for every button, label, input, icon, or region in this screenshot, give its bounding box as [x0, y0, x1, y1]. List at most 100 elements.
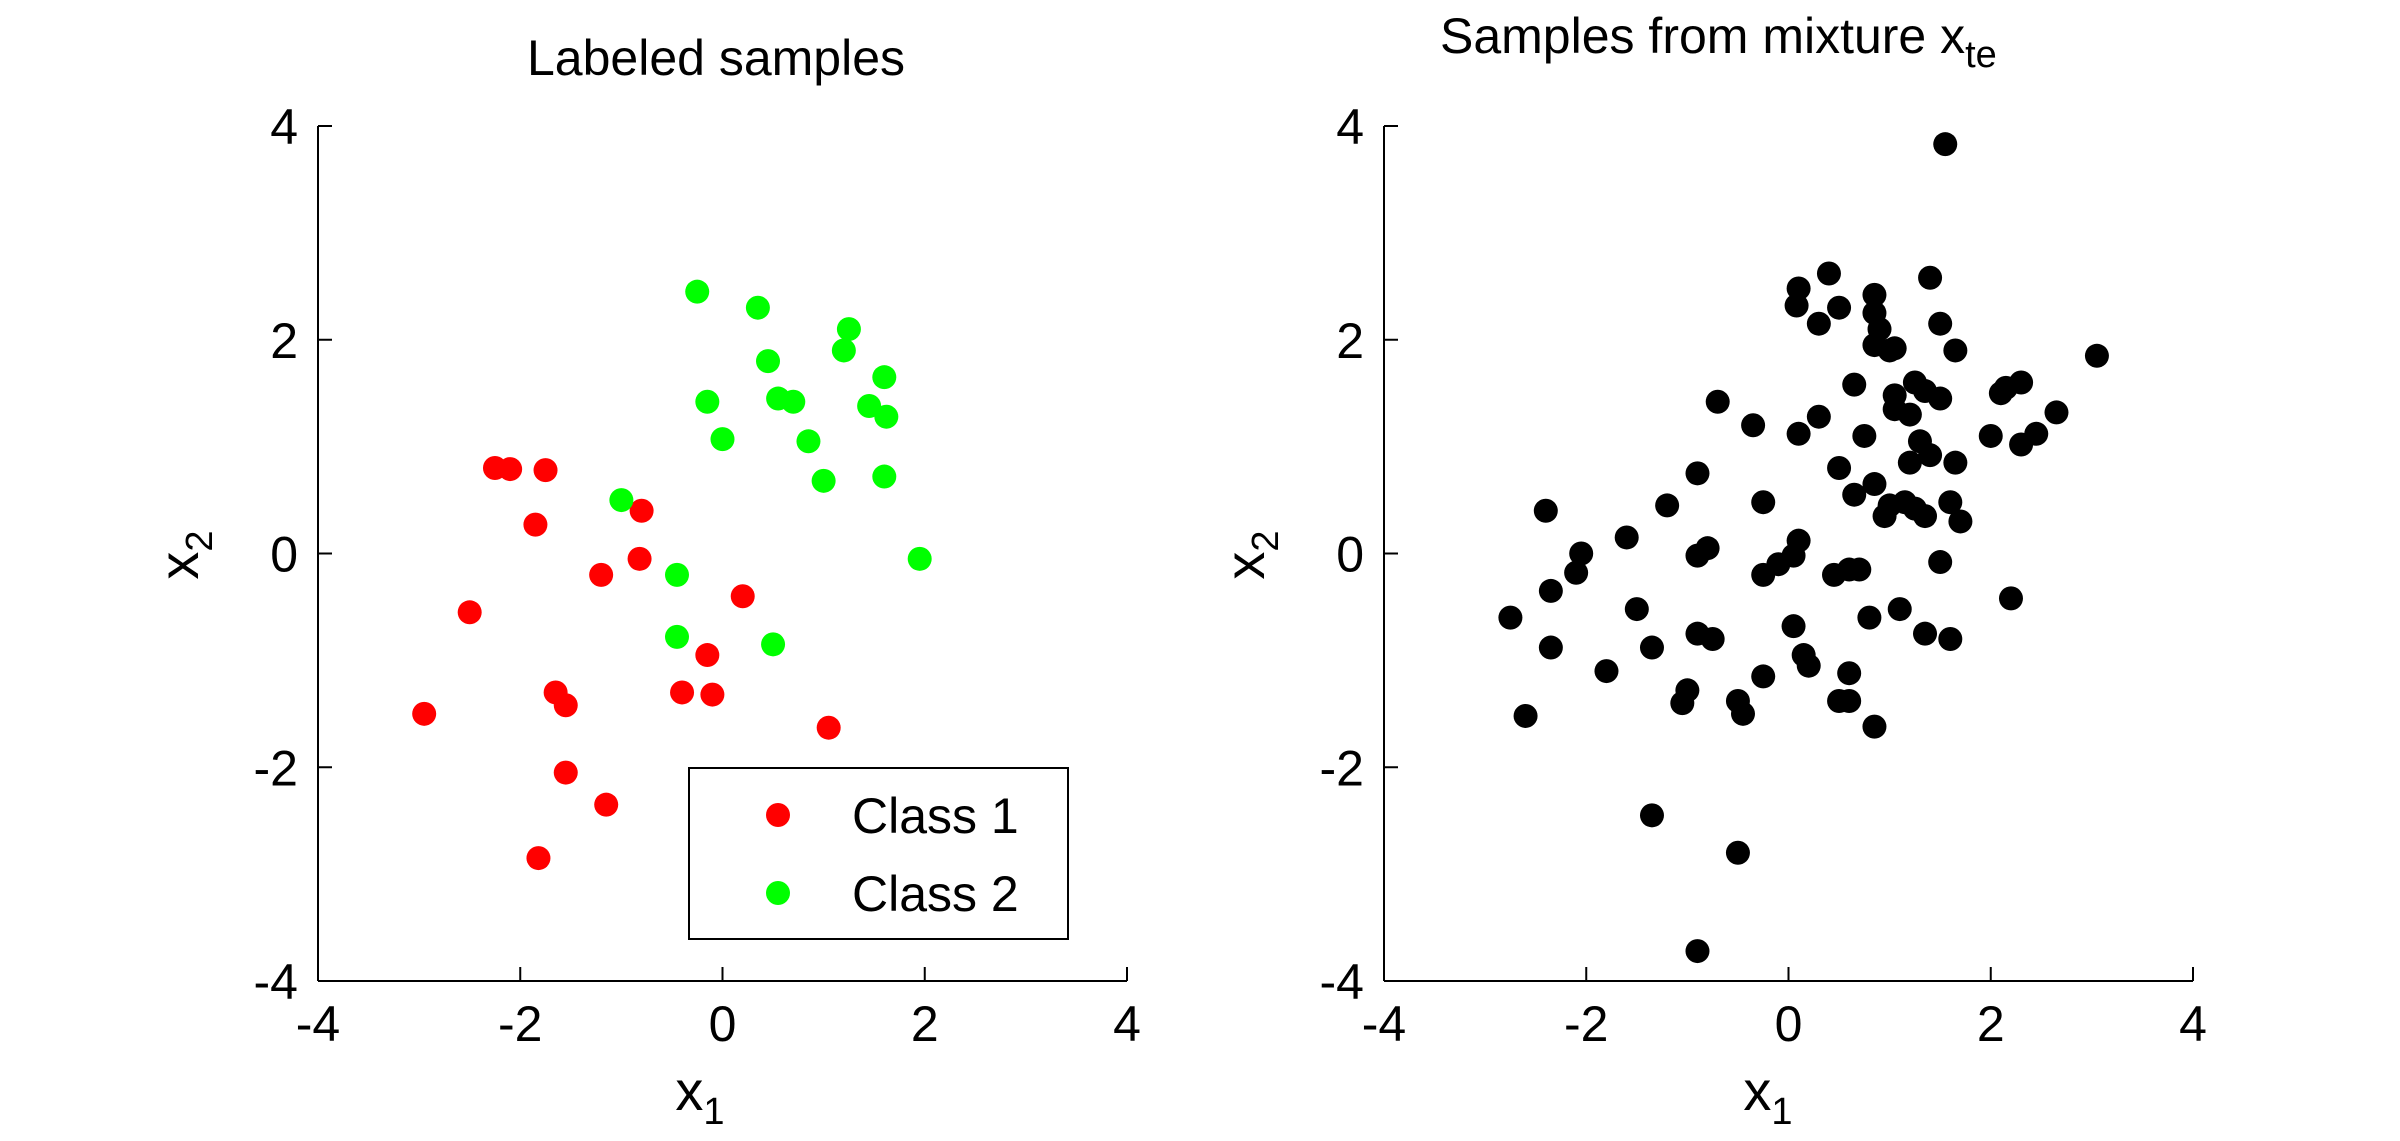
- right-point-series-1: [1781, 614, 1806, 639]
- right-chart-title-sub: te: [1965, 34, 1997, 76]
- right-point-series-1: [1887, 597, 1912, 622]
- left-point-series-1: [695, 643, 720, 668]
- right-point-series-1: [1938, 627, 1963, 651]
- right-chart-title-main: Samples from mixture x: [1440, 8, 1965, 64]
- right-point-series-1: [1741, 413, 1766, 438]
- right-point-series-1: [1862, 714, 1887, 739]
- left-x-tick-label: 4: [1113, 996, 1141, 1052]
- right-point-series-1: [1806, 404, 1831, 429]
- legend-label-class-2: Class 2: [852, 866, 1019, 922]
- left-point-series-2: [836, 317, 861, 342]
- right-y-tick-label: 4: [1336, 99, 1364, 155]
- right-point-series-1: [1751, 562, 1776, 587]
- right-y-tick-label: -4: [1320, 954, 1364, 1010]
- left-point-series-1: [523, 512, 548, 537]
- right-point-series-1: [1847, 557, 1872, 582]
- right-point-series-1: [1725, 840, 1750, 865]
- left-point-series-2: [781, 389, 806, 414]
- right-x-tick-label: 2: [1977, 996, 2005, 1052]
- right-point-series-1: [1827, 295, 1852, 320]
- left-point-series-2: [907, 546, 932, 571]
- left-axes: -4 -2 0 2 4 -4 -2 0 2 4: [254, 99, 1141, 1052]
- right-point-series-1: [1842, 372, 1867, 397]
- right-point-series-1: [1837, 661, 1862, 686]
- right-y-tick-label: 0: [1336, 527, 1364, 583]
- left-point-series-2: [857, 394, 882, 419]
- right-point-series-1: [1806, 311, 1831, 336]
- left-point-series-2: [811, 468, 836, 493]
- right-point-series-1: [1685, 939, 1710, 964]
- left-point-series-2: [685, 279, 710, 304]
- left-point-series-1: [700, 682, 725, 707]
- legend: Class 1 Class 2: [688, 767, 1069, 940]
- left-point-series-1: [457, 600, 482, 625]
- legend-box: [688, 767, 1069, 940]
- right-point-series-1: [1513, 703, 1538, 728]
- left-point-series-1: [594, 792, 619, 817]
- left-point-series-2: [872, 464, 897, 489]
- right-point-series-1: [1670, 691, 1695, 716]
- left-point-series-2: [609, 488, 634, 513]
- right-point-series-1: [1918, 265, 1943, 290]
- right-x-tick-label: 0: [1775, 996, 1803, 1052]
- left-point-series-1: [589, 562, 614, 587]
- right-point-series-1: [2044, 400, 2069, 425]
- left-points: [412, 279, 932, 871]
- right-point-series-1: [1928, 311, 1953, 336]
- right-point-series-1: [1564, 560, 1589, 585]
- left-x-tick-label: -2: [498, 996, 542, 1052]
- legend-marker-class-2: [766, 881, 790, 905]
- right-point-series-1: [1655, 493, 1680, 518]
- right-point-series-1: [1533, 498, 1558, 523]
- right-point-series-1: [1882, 336, 1907, 361]
- left-point-series-1: [498, 457, 523, 482]
- right-point-series-1: [1857, 605, 1882, 630]
- right-point-series-1: [1872, 504, 1897, 529]
- right-point-series-1: [1730, 701, 1755, 726]
- right-point-series-1: [1897, 402, 1922, 427]
- left-point-series-1: [553, 693, 578, 718]
- right-point-series-1: [1614, 525, 1639, 550]
- left-point-series-1: [670, 680, 695, 705]
- left-x-axis-label: x1: [675, 1059, 724, 1133]
- right-point-series-1: [1786, 421, 1811, 446]
- right-x-axis-label-main: x: [1743, 1059, 1771, 1122]
- right-point-series-1: [1943, 450, 1968, 475]
- left-point-series-2: [664, 624, 689, 649]
- left-y-tick-label: 0: [270, 527, 298, 583]
- right-point-series-1: [1827, 456, 1852, 480]
- right-chart-title: Samples from mixture xte: [1440, 8, 1997, 76]
- left-x-tick-label: -4: [296, 996, 340, 1052]
- right-point-series-1: [1837, 688, 1862, 713]
- right-y-tick-label: 2: [1336, 313, 1364, 369]
- left-point-series-1: [412, 701, 437, 726]
- left-x-tick-label: 2: [911, 996, 939, 1052]
- right-x-tick-label: -4: [1362, 996, 1406, 1052]
- left-y-axis-label: x2: [147, 530, 221, 579]
- right-x-axis-label-sub: 1: [1771, 1091, 1792, 1133]
- left-chart-title: Labeled samples: [527, 30, 905, 86]
- right-point-series-1: [1852, 423, 1877, 448]
- right-point-series-1: [1938, 490, 1963, 515]
- right-point-series-1: [1897, 450, 1922, 475]
- right-y-axis-label-main: x: [1213, 552, 1276, 580]
- right-point-series-1: [1943, 338, 1968, 363]
- right-point-series-1: [1705, 389, 1730, 414]
- right-point-series-1: [1913, 621, 1938, 646]
- legend-label-class-1: Class 1: [852, 788, 1019, 844]
- left-x-axis-label-sub: 1: [703, 1091, 724, 1133]
- left-point-series-2: [745, 295, 770, 320]
- left-point-series-2: [874, 404, 899, 429]
- left-point-series-2: [872, 365, 897, 390]
- right-point-series-1: [1948, 509, 1973, 534]
- right-point-series-1: [2084, 343, 2109, 368]
- left-y-axis-label-main: x: [147, 552, 210, 580]
- right-point-series-1: [1784, 293, 1809, 318]
- left-point-series-1: [730, 584, 755, 609]
- right-point-series-1: [1700, 627, 1725, 651]
- left-point-series-2: [796, 429, 821, 454]
- left-point-series-2: [710, 427, 735, 452]
